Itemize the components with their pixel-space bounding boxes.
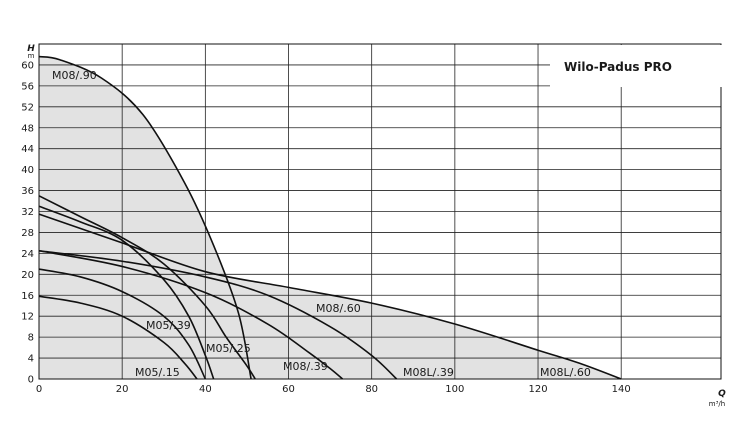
curve-labels: M08/.90 M08/.60 M05/.39 M05/.25 M08/.39 M05/.… xyxy=(52,69,591,379)
y-tick-12: 12 xyxy=(21,312,34,323)
y-tick-52: 52 xyxy=(21,102,34,113)
x-tick-80: 80 xyxy=(365,384,378,395)
x-tick-60: 60 xyxy=(282,384,295,395)
y-tick-44: 44 xyxy=(21,144,34,155)
label-m08l-60: M08L/.60 xyxy=(540,366,591,379)
curve-m05-25 xyxy=(38,268,207,380)
y-tick-4: 4 xyxy=(28,354,34,365)
curve-lines xyxy=(38,55,622,380)
y-axis-unit: m xyxy=(28,52,35,60)
label-m08l-39: M08L/.39 xyxy=(403,366,454,379)
y-tick-16: 16 xyxy=(21,291,34,302)
chart-title: Wilo-Padus PRO xyxy=(564,60,672,74)
curve-m08l-39 xyxy=(38,249,398,380)
x-tick-100: 100 xyxy=(445,384,464,395)
x-axis-symbol: Q xyxy=(718,389,726,399)
curve-m08-60 xyxy=(38,195,256,380)
y-tick-56: 56 xyxy=(21,81,34,92)
label-m08-60: M08/.60 xyxy=(316,302,361,315)
plot-frame xyxy=(38,43,722,380)
y-axis-symbol: H xyxy=(27,44,35,54)
y-tick-8: 8 xyxy=(28,333,34,344)
y-tick-40: 40 xyxy=(21,165,34,176)
y-tick-36: 36 xyxy=(21,186,34,197)
label-m05-39: M05/.39 xyxy=(146,319,191,332)
y-tick-32: 32 xyxy=(21,207,34,218)
x-tick-120: 120 xyxy=(528,384,547,395)
curve-m05-39 xyxy=(38,205,215,380)
y-tick-48: 48 xyxy=(21,123,34,134)
x-axis-unit: m³/h xyxy=(709,400,725,408)
y-tick-20: 20 xyxy=(21,270,34,281)
x-tick-20: 20 xyxy=(116,384,129,395)
y-tick-24: 24 xyxy=(21,249,34,260)
label-m08-90: M08/.90 xyxy=(52,69,97,82)
title-box xyxy=(550,45,725,87)
x-tick-labels: 0 20 40 60 80 100 120 140 xyxy=(36,384,631,395)
curve-m05-15 xyxy=(38,295,198,380)
y-tick-0: 0 xyxy=(28,375,34,386)
x-tick-0: 0 xyxy=(36,384,42,395)
curve-m08l-60 xyxy=(38,213,622,380)
x-tick-140: 140 xyxy=(612,384,631,395)
curve-fills xyxy=(39,56,622,380)
y-tick-60: 60 xyxy=(21,60,34,71)
y-tick-28: 28 xyxy=(21,228,34,239)
x-tick-40: 40 xyxy=(199,384,212,395)
curve-m08-39 xyxy=(38,249,344,380)
grid-lines xyxy=(39,44,721,379)
curve-m08-90 xyxy=(38,55,252,380)
label-m05-25: M05/.25 xyxy=(206,342,251,355)
label-m05-15: M05/.15 xyxy=(135,366,180,379)
label-m08-39: M08/.39 xyxy=(283,360,328,373)
